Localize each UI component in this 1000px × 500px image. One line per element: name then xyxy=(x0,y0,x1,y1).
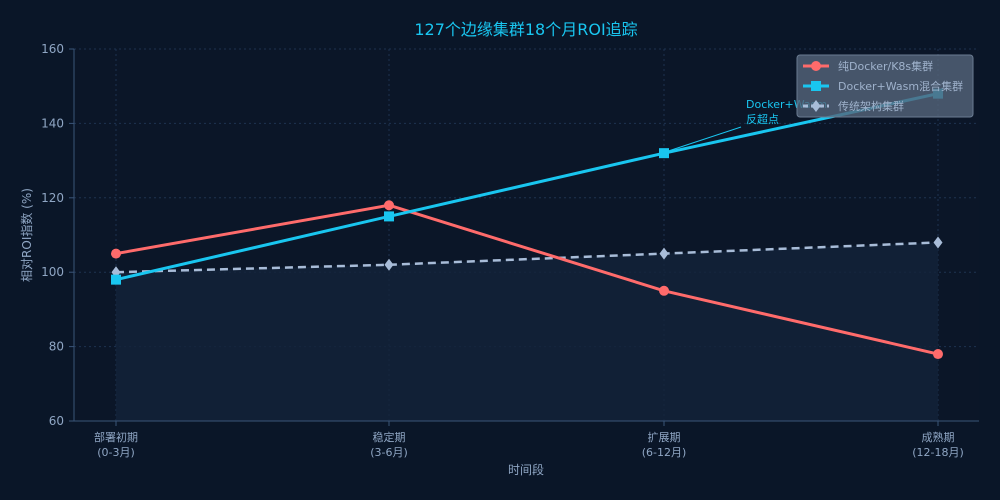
x-tick-range-label: (0-3月) xyxy=(97,446,135,459)
y-tick-label: 140 xyxy=(41,116,64,130)
series-2-point xyxy=(384,258,394,271)
series-1-point xyxy=(384,211,394,222)
annotation-text: 反超点 xyxy=(746,112,779,126)
annotation-arrow xyxy=(667,126,742,152)
series-0-point xyxy=(659,285,669,296)
x-tick-range-label: (12-18月) xyxy=(912,446,964,459)
x-tick-label: 成熟期 xyxy=(922,430,955,444)
baseline-area-fill xyxy=(116,242,938,421)
series-2-point xyxy=(933,236,943,249)
series-line-2 xyxy=(115,241,939,274)
y-tick-label: 120 xyxy=(41,191,64,205)
legend-entry: 传统架构集群 xyxy=(838,99,904,113)
series-0-point xyxy=(111,248,121,259)
x-tick-label: 稳定期 xyxy=(373,430,406,444)
legend-entry: Docker+Wasm混合集群 xyxy=(838,79,963,93)
series-layer xyxy=(111,88,943,360)
y-tick-label: 160 xyxy=(41,42,64,56)
legend-swatch-marker xyxy=(811,100,821,112)
y-tick-label: 100 xyxy=(41,265,64,279)
y-tick-label: 80 xyxy=(49,340,64,354)
legend-swatch-marker xyxy=(811,81,821,91)
series-1-point xyxy=(111,274,121,285)
series-line-1 xyxy=(115,92,939,282)
x-tick-label: 扩展期 xyxy=(648,430,681,444)
series-1-point xyxy=(659,148,669,159)
legend-swatch-marker xyxy=(811,61,821,71)
axes-layer: 60 80 100 120 140 160 部署初期 (0-3月) 稳定期 (3-6月) 扩展期 (6… xyxy=(41,42,979,459)
chart-title: 127个边缘集群18个月ROI追踪 xyxy=(414,20,637,39)
legend-box xyxy=(796,54,974,118)
x-tick-label: 部署初期 xyxy=(94,430,138,444)
x-tick-range-label: (6-12月) xyxy=(642,446,687,459)
series-2-point xyxy=(659,247,669,260)
series-0-point xyxy=(384,200,394,211)
series-0-point xyxy=(933,349,943,360)
area-layer xyxy=(116,242,938,421)
y-axis-label: 相对ROI指数 (%) xyxy=(19,188,34,282)
legend-entry: 纯Docker/K8s集群 xyxy=(838,59,933,73)
x-axis-label: 时间段 xyxy=(508,462,544,477)
series-line-0 xyxy=(115,203,939,356)
y-tick-label: 60 xyxy=(49,414,64,428)
x-tick-range-label: (3-6月) xyxy=(370,446,408,459)
